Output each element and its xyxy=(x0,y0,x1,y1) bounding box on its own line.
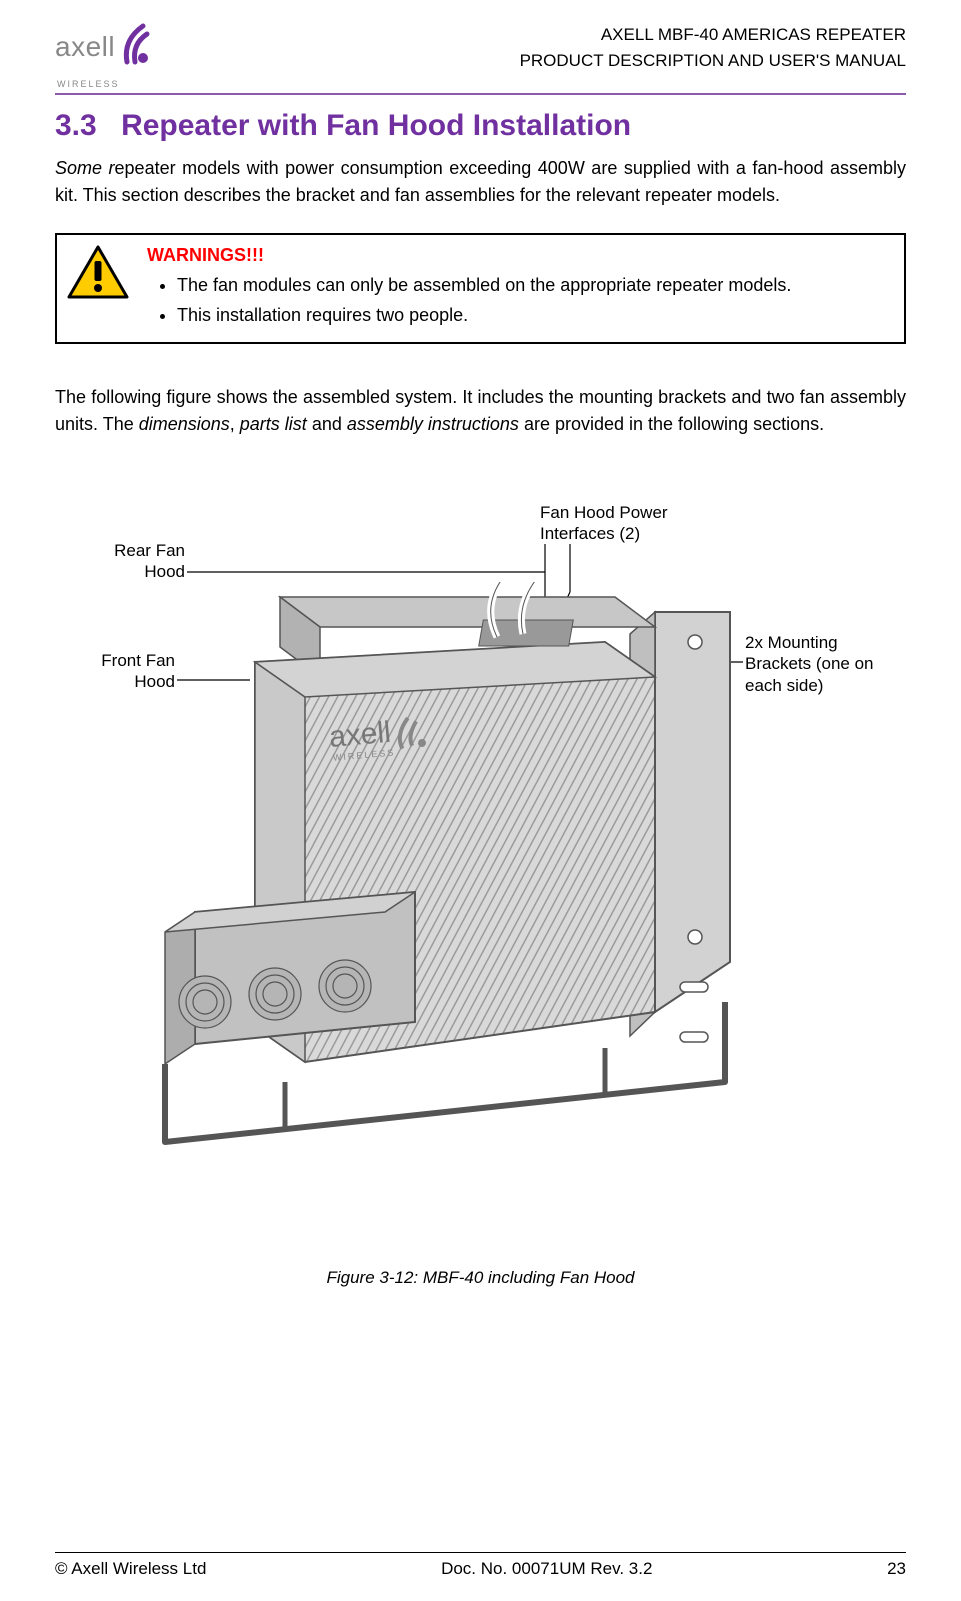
header-divider xyxy=(55,93,906,95)
body2-mid2: and xyxy=(307,414,347,434)
warning-content: WARNINGS!!! The fan modules can only be … xyxy=(147,245,890,332)
footer-left: © Axell Wireless Ltd xyxy=(55,1559,206,1579)
section-number: 3.3 xyxy=(55,109,97,142)
intro-rest: epeater models with power consumption ex… xyxy=(55,158,906,205)
logo-subtext: WIRELESS xyxy=(57,79,906,89)
intro-italic: Some r xyxy=(55,158,115,178)
page-header: axell AXELL MBF-40 AMERICAS REPEATER PRO… xyxy=(55,22,906,83)
callout-text: Hood xyxy=(144,562,185,581)
device-illustration: axell WIRELESS xyxy=(135,582,785,1222)
warning-box: WARNINGS!!! The fan modules can only be … xyxy=(55,233,906,344)
callout-text: Rear Fan xyxy=(114,541,185,560)
logo-text: axell xyxy=(55,31,115,63)
body2-i2: parts list xyxy=(240,414,307,434)
body2-mid1: , xyxy=(230,414,240,434)
callout-fan-hood-power: Fan Hood Power Interfaces (2) xyxy=(540,502,668,545)
warning-icon xyxy=(67,245,129,306)
warning-title: WARNINGS!!! xyxy=(147,245,890,266)
rf-wave-icon xyxy=(121,22,167,71)
warning-item: The fan modules can only be assembled on… xyxy=(177,272,890,298)
header-title-block: AXELL MBF-40 AMERICAS REPEATER PRODUCT D… xyxy=(520,22,906,73)
figure-caption: Figure 3-12: MBF-40 including Fan Hood xyxy=(55,1268,906,1288)
page-footer: © Axell Wireless Ltd Doc. No. 00071UM Re… xyxy=(55,1552,906,1579)
intro-paragraph: Some repeater models with power consumpt… xyxy=(55,155,906,209)
body2-i3: assembly instructions xyxy=(347,414,519,434)
body-paragraph-2: The following figure shows the assembled… xyxy=(55,384,906,438)
section-title-text: Repeater with Fan Hood Installation xyxy=(121,109,631,142)
body2-i1: dimensions xyxy=(139,414,230,434)
warning-item: This installation requires two people. xyxy=(177,302,890,328)
footer-right: 23 xyxy=(887,1559,906,1579)
company-logo: axell xyxy=(55,22,167,71)
callout-text: Fan Hood Power xyxy=(540,503,668,522)
figure-3-12: Rear Fan Hood Front Fan Hood Fan Hood Po… xyxy=(55,502,906,1262)
section-heading: 3.3 Repeater with Fan Hood Installation xyxy=(55,109,906,143)
header-line-1: AXELL MBF-40 AMERICAS REPEATER xyxy=(520,22,906,48)
header-line-2: PRODUCT DESCRIPTION AND USER'S MANUAL xyxy=(520,48,906,74)
callout-text: Interfaces (2) xyxy=(540,524,640,543)
body2-post: are provided in the following sections. xyxy=(519,414,824,434)
footer-center: Doc. No. 00071UM Rev. 3.2 xyxy=(441,1559,652,1579)
callout-rear-fan-hood: Rear Fan Hood xyxy=(65,540,185,583)
